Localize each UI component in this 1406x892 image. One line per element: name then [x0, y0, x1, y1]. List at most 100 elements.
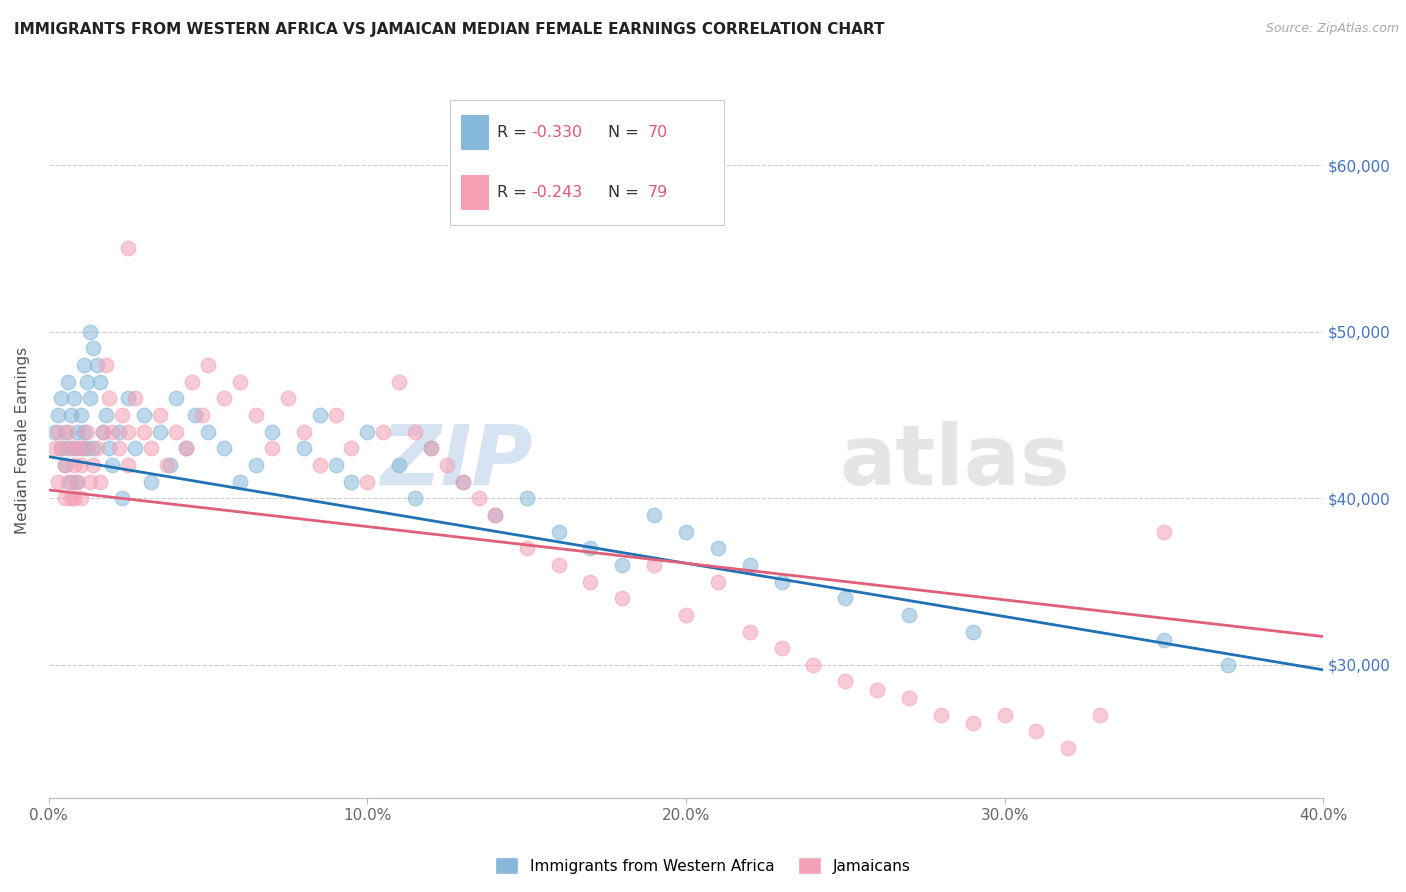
Point [134, 408, 156, 422]
Point [770, 641, 793, 656]
Point [898, 691, 921, 706]
Point [197, 425, 219, 439]
Point [108, 425, 131, 439]
Point [73, 442, 96, 456]
Point [420, 442, 443, 456]
Point [53, 458, 76, 472]
Point [229, 375, 252, 389]
Point [60, 491, 83, 506]
Point [101, 425, 124, 439]
Point [124, 392, 146, 406]
Point [94, 408, 117, 422]
Point [277, 392, 299, 406]
Point [516, 491, 538, 506]
Point [579, 574, 602, 589]
Point [117, 392, 139, 406]
Point [190, 408, 212, 422]
Point [675, 524, 697, 539]
Point [1025, 724, 1047, 739]
Point [44, 442, 66, 456]
Point [79, 325, 101, 339]
Point [834, 674, 856, 689]
Point [73, 358, 96, 372]
Point [579, 541, 602, 556]
Point [308, 408, 330, 422]
Point [181, 375, 204, 389]
Point [56, 475, 79, 489]
Point [108, 442, 131, 456]
Point [484, 508, 506, 522]
Point [1153, 524, 1175, 539]
Point [94, 358, 117, 372]
Point [66, 475, 89, 489]
Point [1090, 707, 1112, 722]
Point [86, 358, 108, 372]
Point [404, 491, 426, 506]
Point [53, 425, 76, 439]
Point [82, 442, 104, 456]
Point [156, 458, 179, 472]
Point [69, 408, 91, 422]
Point [292, 425, 315, 439]
Point [165, 425, 187, 439]
Point [197, 358, 219, 372]
Point [994, 707, 1017, 722]
Point [82, 342, 104, 356]
Point [675, 607, 697, 622]
Point [76, 442, 98, 456]
Point [89, 475, 111, 489]
Point [738, 624, 761, 639]
Point [212, 442, 235, 456]
Text: atlas: atlas [839, 421, 1070, 502]
Point [111, 491, 134, 506]
Point [340, 475, 363, 489]
Point [66, 475, 89, 489]
Point [86, 442, 108, 456]
Point [468, 491, 491, 506]
Point [612, 591, 634, 606]
Point [159, 458, 181, 472]
Text: IMMIGRANTS FROM WESTERN AFRICA VS JAMAICAN MEDIAN FEMALE EARNINGS CORRELATION CH: IMMIGRANTS FROM WESTERN AFRICA VS JAMAIC… [14, 22, 884, 37]
Point [91, 425, 114, 439]
Point [174, 442, 197, 456]
Point [117, 458, 139, 472]
Point [46, 475, 69, 489]
Point [420, 442, 443, 456]
Point [325, 458, 347, 472]
Point [962, 624, 984, 639]
Point [436, 458, 458, 472]
Point [451, 475, 474, 489]
Point [63, 442, 86, 456]
Point [63, 491, 86, 506]
Point [60, 475, 83, 489]
Point [91, 425, 114, 439]
Point [56, 375, 79, 389]
Point [451, 475, 474, 489]
Text: Source: ZipAtlas.com: Source: ZipAtlas.com [1265, 22, 1399, 36]
Point [803, 657, 825, 672]
Point [340, 442, 363, 456]
Point [373, 425, 395, 439]
Point [60, 408, 83, 422]
Point [66, 442, 89, 456]
Point [388, 375, 411, 389]
Point [56, 442, 79, 456]
Point [174, 442, 197, 456]
Point [770, 574, 793, 589]
Point [547, 558, 569, 572]
Point [707, 541, 730, 556]
Point [69, 491, 91, 506]
Point [184, 408, 207, 422]
Point [63, 458, 86, 472]
Point [53, 458, 76, 472]
Point [707, 574, 730, 589]
Point [1057, 741, 1080, 756]
Point [388, 458, 411, 472]
Point [51, 442, 73, 456]
Point [1216, 657, 1239, 672]
Point [356, 475, 378, 489]
Point [149, 408, 172, 422]
Point [738, 558, 761, 572]
Point [82, 458, 104, 472]
Point [44, 425, 66, 439]
